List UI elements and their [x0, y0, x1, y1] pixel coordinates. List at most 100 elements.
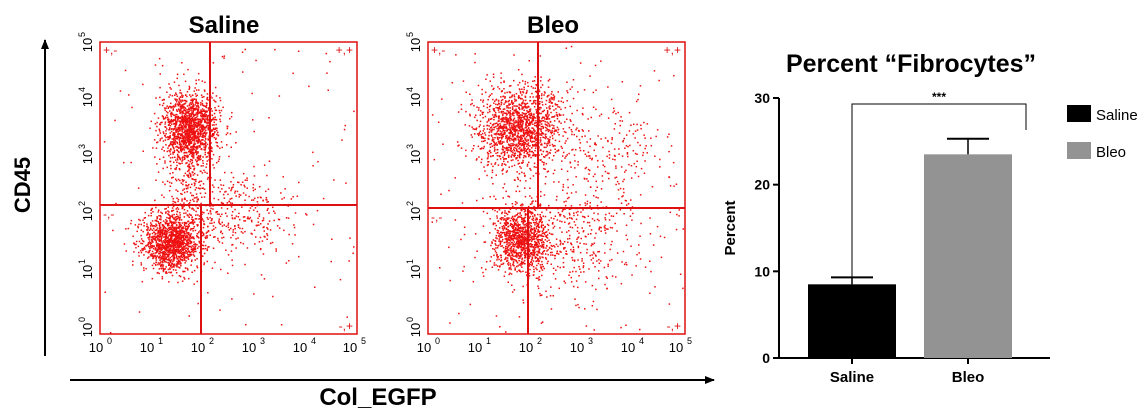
event-dot: [495, 115, 498, 118]
event-dot: [191, 98, 193, 100]
event-dot: [185, 181, 187, 183]
event-dot: [170, 241, 172, 243]
event-dot: [527, 123, 530, 125]
event-dot: [201, 187, 203, 189]
event-dot: [508, 99, 510, 102]
event-dot: [520, 104, 522, 107]
event-dot: [191, 153, 194, 156]
event-dot: [486, 174, 488, 177]
event-dot: [213, 121, 215, 123]
event-dot: [175, 272, 178, 274]
event-dot: [525, 115, 527, 118]
event-dot: [514, 143, 516, 146]
event-dot: [204, 126, 207, 128]
event-dot: [234, 208, 236, 211]
event-dot: [186, 95, 188, 98]
event-dot: [193, 243, 195, 246]
event-dot: [529, 145, 531, 147]
event-dot: [164, 229, 166, 232]
event-dot: [197, 128, 199, 130]
event-dot: [528, 150, 531, 153]
event-dot: [152, 256, 155, 258]
event-dot: [220, 207, 223, 209]
event-dot: [132, 235, 134, 238]
event-dot: [197, 136, 200, 139]
event-dot: [184, 197, 186, 199]
event-dot: [175, 113, 177, 116]
y-tick-exp: 1: [77, 259, 87, 264]
event-dot: [245, 194, 247, 196]
event-dot: [545, 146, 547, 149]
event-dot: [168, 231, 170, 234]
event-dot: [171, 216, 174, 219]
event-dot: [199, 146, 201, 148]
event-dot: [545, 99, 548, 102]
event-dot: [551, 143, 554, 146]
event-dot: [192, 230, 194, 232]
event-dot: [181, 62, 183, 64]
event-dot: [150, 214, 152, 217]
event-dot: [141, 242, 144, 245]
event-dot: [513, 95, 516, 98]
event-dot: [147, 232, 149, 235]
event-dot: [164, 242, 166, 245]
event-dot: [283, 229, 285, 232]
event-dot: [511, 165, 513, 168]
event-dot: [503, 123, 505, 126]
event-dot: [171, 156, 174, 159]
event-dot: [183, 223, 186, 225]
event-dot: [227, 226, 230, 229]
event-dot: [171, 250, 174, 252]
event-dot: [192, 194, 195, 197]
event-dot: [169, 153, 172, 155]
event-dot: [471, 126, 473, 128]
event-dot: [174, 230, 176, 233]
event-dot: [206, 121, 208, 124]
event-dot: [199, 104, 202, 106]
event-dot: [496, 151, 499, 154]
event-dot: [500, 120, 503, 122]
event-dot: [210, 130, 212, 133]
event-dot: [474, 133, 476, 135]
event-dot: [534, 136, 536, 138]
event-dot: [242, 242, 245, 245]
event-dot: [183, 124, 185, 126]
event-dot: [494, 114, 497, 116]
event-dot: [267, 201, 269, 203]
event-dot: [179, 275, 182, 278]
x-tick-saline-1: 10 1: [140, 336, 163, 355]
event-dot: [519, 153, 522, 155]
event-dot: [251, 199, 253, 201]
event-dot: [143, 240, 145, 243]
event-dot: [517, 141, 520, 144]
event-dot: [513, 114, 515, 117]
event-dot: [473, 145, 475, 147]
event-dot: [219, 99, 222, 102]
event-dot: [556, 118, 559, 120]
event-dot: [484, 132, 486, 134]
event-dot: [188, 119, 190, 122]
event-dot: [168, 239, 170, 241]
event-dot: [519, 104, 521, 106]
event-dot: [511, 114, 514, 116]
event-dot: [256, 201, 259, 203]
event-dot: [161, 212, 163, 215]
event-dot: [188, 234, 190, 237]
event-dot: [469, 113, 471, 116]
event-dot: [278, 95, 281, 97]
event-dot: [176, 197, 178, 199]
event-dot: [491, 93, 493, 95]
event-dot: [179, 141, 181, 144]
event-dot: [200, 102, 202, 104]
event-dot: [168, 145, 170, 147]
event-dot: [200, 109, 202, 111]
event-dot: [202, 162, 204, 164]
event-dot: [188, 124, 190, 126]
event-dot: [481, 132, 484, 135]
event-dot: [157, 117, 160, 119]
event-dot: [131, 106, 133, 109]
event-dot: [528, 110, 531, 112]
event-dot: [497, 86, 499, 88]
event-dot: [177, 190, 179, 192]
event-dot: [525, 125, 527, 127]
